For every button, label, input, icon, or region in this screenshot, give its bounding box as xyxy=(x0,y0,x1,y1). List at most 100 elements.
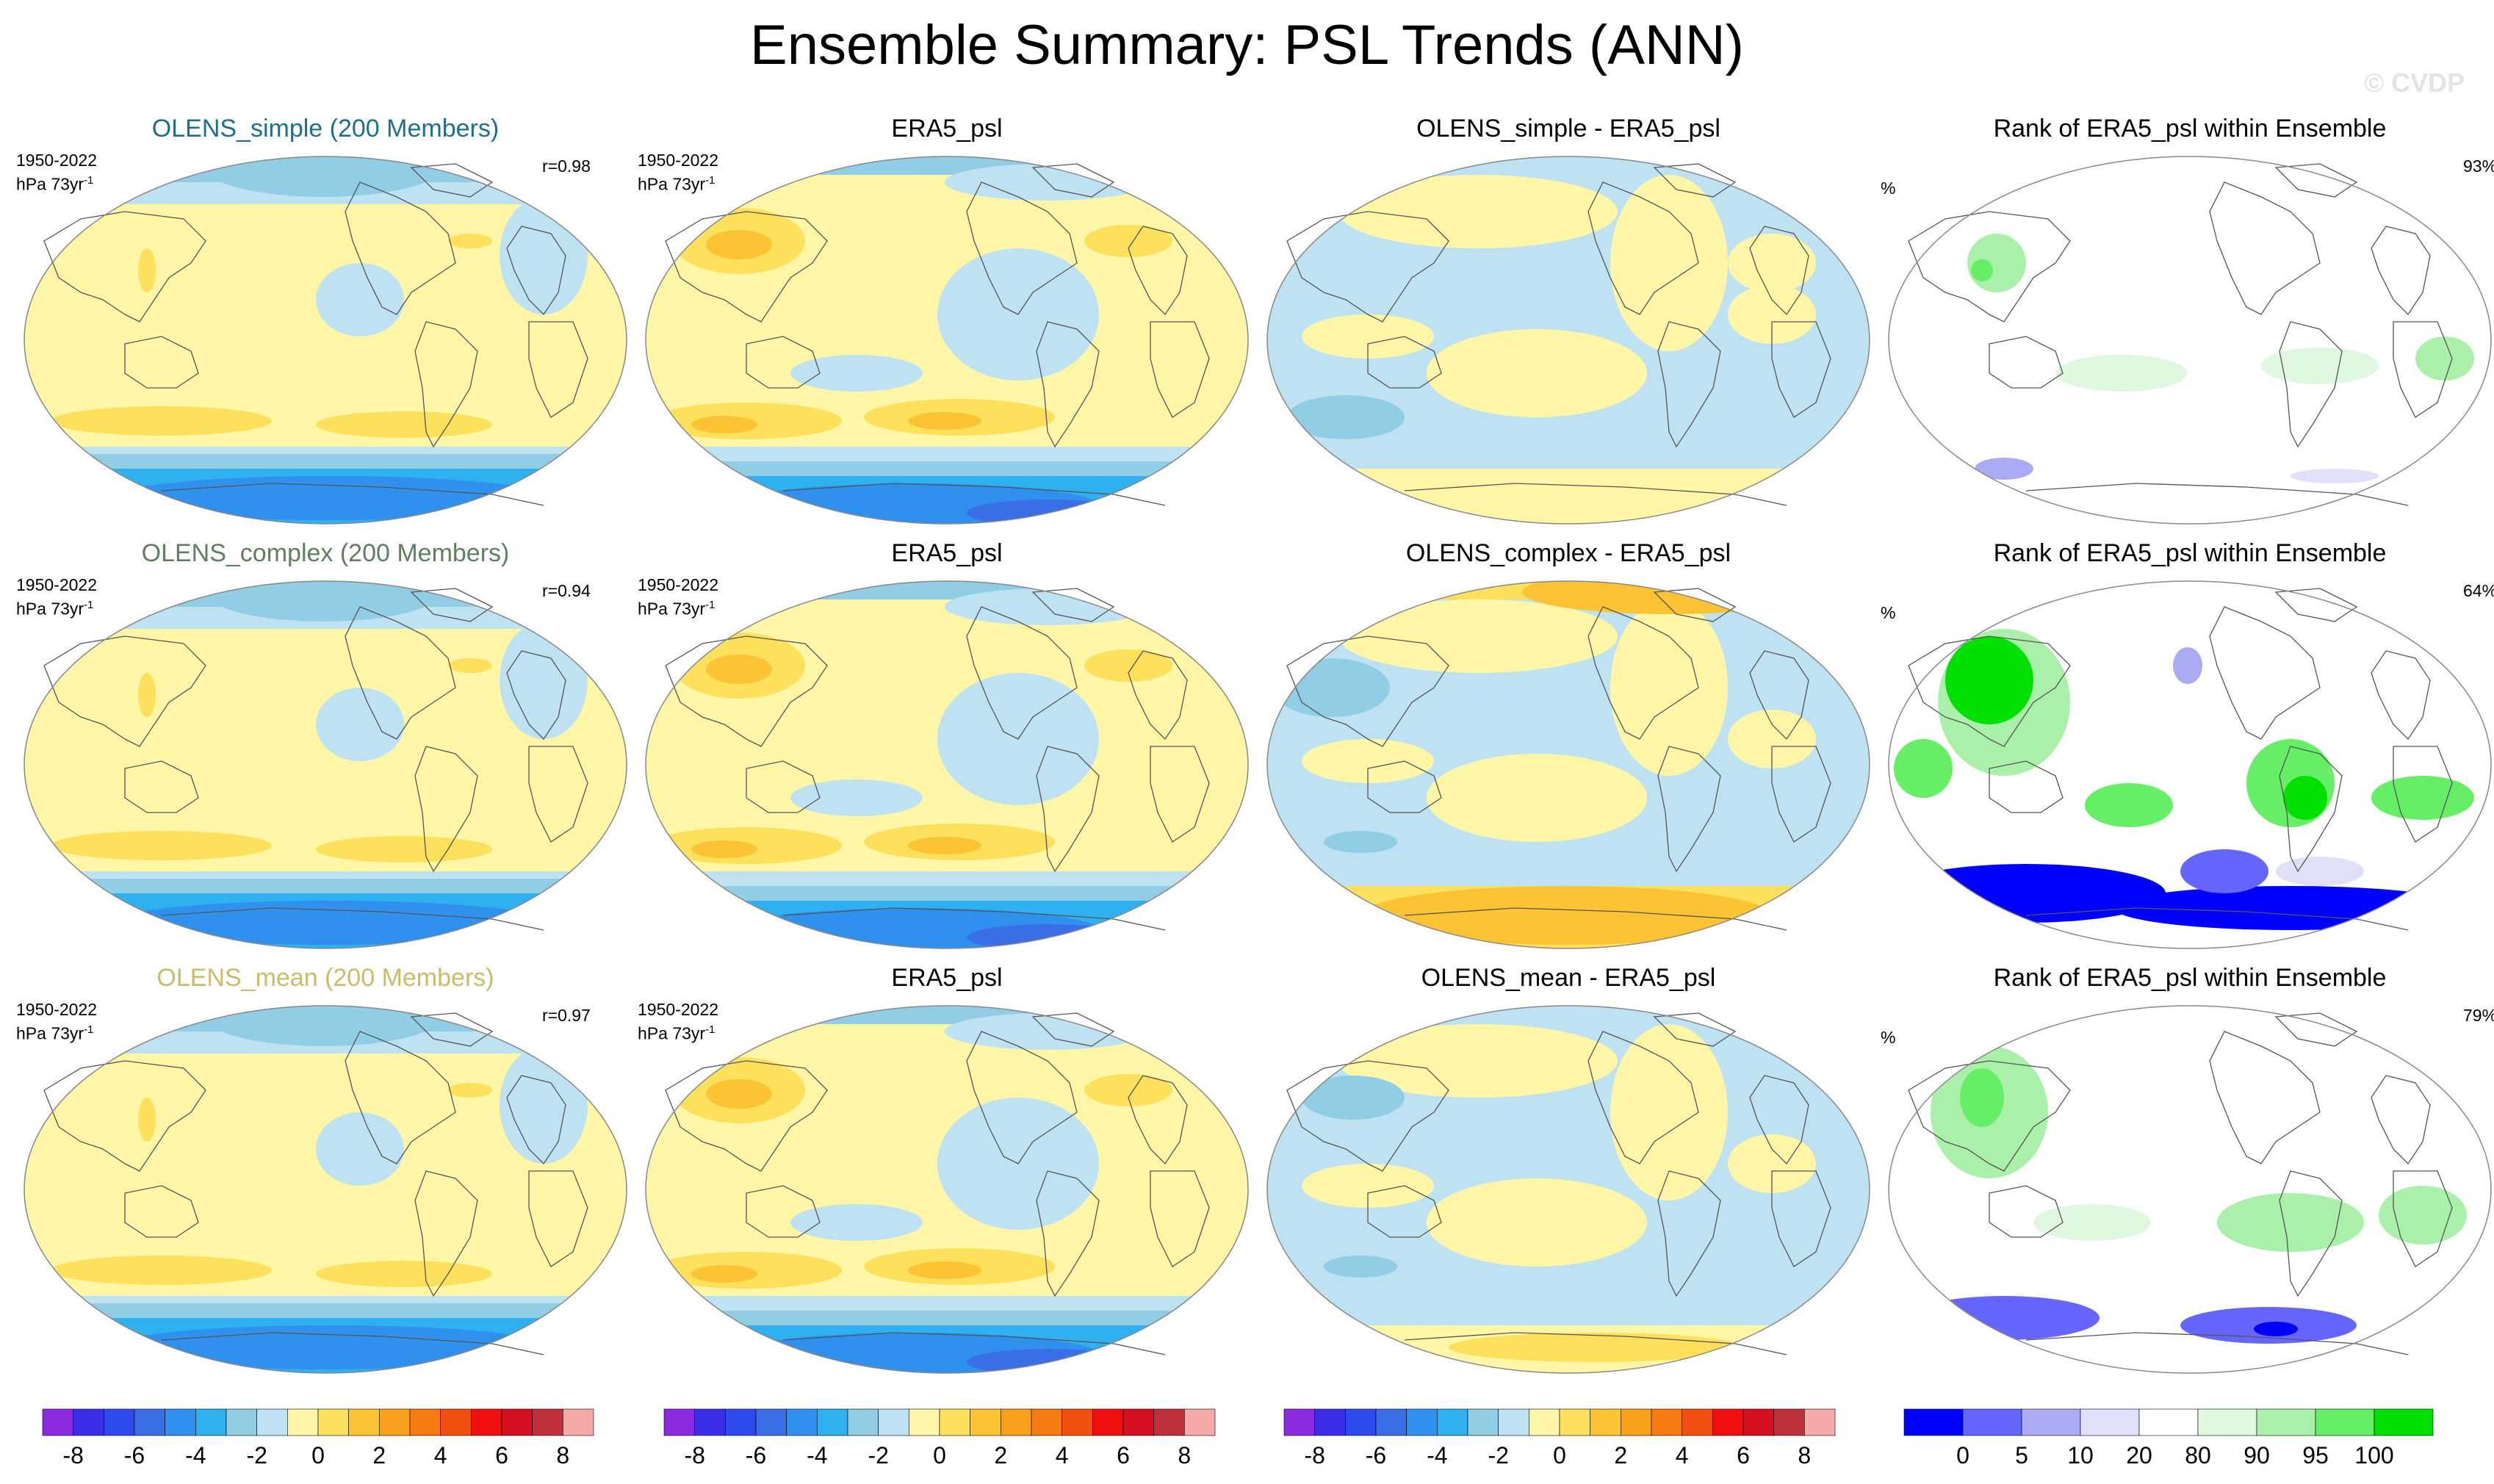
colorbar-swatch xyxy=(1092,1408,1124,1436)
rank-unit-1: % xyxy=(1881,179,1896,198)
colorbar-swatch xyxy=(663,1408,695,1436)
colorbar-swatch xyxy=(1651,1408,1682,1436)
colorbar-swatch xyxy=(1314,1408,1346,1436)
figure-title: Ensemble Summary: PSL Trends (ANN) xyxy=(750,14,1744,76)
colorbar-swatch xyxy=(1467,1408,1499,1436)
units: hPa 73yr xyxy=(16,174,84,194)
colorbar-tick-label: 80 xyxy=(2185,1442,2211,1469)
units: hPa 73yr xyxy=(16,1023,84,1043)
colorbar-tick-label: 8 xyxy=(1178,1442,1191,1469)
panel-title-rank-2: Rank of ERA5_psl within Ensemble xyxy=(1993,539,2387,567)
units: hPa 73yr xyxy=(16,599,84,619)
panel-title-obs-3: ERA5_psl xyxy=(891,964,1003,992)
colorbar-swatch xyxy=(878,1408,909,1436)
rank-percent-2: 64% xyxy=(2463,581,2494,600)
panel-title-diff-2: OLENS_complex - ERA5_psl xyxy=(1405,539,1731,567)
colorbar-swatch xyxy=(532,1408,563,1436)
colorbar-swatch xyxy=(1529,1408,1560,1436)
colorbar-trend-2: -8 -6 -4 -2 0 2 4 6 8 xyxy=(663,1408,1216,1475)
colorbar-swatch xyxy=(1712,1408,1744,1436)
panel-title-rank-3: Rank of ERA5_psl within Ensemble xyxy=(1993,964,2387,992)
colorbar-tick-label: 6 xyxy=(1117,1442,1130,1469)
map-rank-3 xyxy=(1879,1002,2494,1380)
colorbar-swatch xyxy=(1062,1408,1093,1436)
colorbar-swatch xyxy=(1184,1408,1216,1436)
units-sup: -1 xyxy=(84,174,94,187)
colorbar-swatch xyxy=(909,1408,940,1436)
map-diff-2 xyxy=(1258,577,1879,956)
colorbar-swatch xyxy=(694,1408,726,1436)
colorbar-swatch xyxy=(1153,1408,1185,1436)
colorbar-swatch xyxy=(379,1408,411,1436)
period: 1950-2022 xyxy=(16,151,97,170)
colorbar-swatch xyxy=(2138,1408,2199,1436)
colorbar-swatch xyxy=(1375,1408,1407,1436)
period-label-obs-2: 1950-2022 hPa 73yr-1 xyxy=(638,574,718,619)
colorbar-swatch xyxy=(755,1408,787,1436)
colorbar-swatch xyxy=(1437,1408,1468,1436)
colorbar-swatch xyxy=(1001,1408,1032,1436)
colorbar-swatch xyxy=(1498,1408,1529,1436)
correlation-2: r=0.94 xyxy=(542,581,591,600)
colorbar-swatch xyxy=(1406,1408,1438,1436)
colorbar-tick-label: -4 xyxy=(185,1442,206,1469)
map-ens-3 xyxy=(15,1002,636,1380)
colorbar-tick-label: -8 xyxy=(62,1442,83,1469)
colorbar-swatch xyxy=(786,1408,818,1436)
colorbar-tick-label: -8 xyxy=(1304,1442,1325,1469)
colorbar-swatch xyxy=(2256,1408,2316,1436)
map-diff-1 xyxy=(1258,153,1879,531)
colorbar-swatch xyxy=(471,1408,502,1436)
colorbar-tick-label: 8 xyxy=(1798,1442,1811,1469)
colorbar-swatch xyxy=(42,1408,73,1436)
colorbar-swatch xyxy=(104,1408,135,1436)
colorbar-swatch xyxy=(256,1408,288,1436)
units-sup: -1 xyxy=(705,1023,716,1036)
colorbar-tick-label: 6 xyxy=(1737,1442,1750,1469)
map-ens-1 xyxy=(15,153,636,531)
units: hPa 73yr xyxy=(638,1023,706,1043)
colorbar-tick-label: 0 xyxy=(933,1442,946,1469)
map-rank-1 xyxy=(1879,153,2494,531)
colorbar-swatch xyxy=(440,1408,472,1436)
colorbar-tick-label: 0 xyxy=(311,1442,325,1469)
colorbar-tick-label: -6 xyxy=(124,1442,145,1469)
colorbar-tick-label: -2 xyxy=(1488,1442,1508,1469)
colorbar-swatch xyxy=(725,1408,757,1436)
colorbar-rank: 0 5 10 20 80 90 95 100 xyxy=(1903,1408,2434,1475)
cvdp-watermark: © CVDP xyxy=(2364,68,2465,98)
colorbar-swatch xyxy=(2021,1408,2081,1436)
colorbar-swatch xyxy=(970,1408,1001,1436)
colorbar-tick-label: 20 xyxy=(2126,1442,2152,1469)
colorbar-swatch xyxy=(195,1408,227,1436)
period: 1950-2022 xyxy=(16,575,97,594)
colorbar-swatch xyxy=(134,1408,165,1436)
map-rank-2 xyxy=(1879,577,2494,956)
colorbar-tick-label: 100 xyxy=(2354,1442,2393,1469)
panel-title-rank-1: Rank of ERA5_psl within Ensemble xyxy=(1993,115,2387,143)
period: 1950-2022 xyxy=(638,1000,718,1019)
rank-unit-3: % xyxy=(1881,1028,1896,1047)
colorbar-swatch xyxy=(348,1408,380,1436)
panel-title-ens-2: OLENS_complex (200 Members) xyxy=(141,539,510,567)
colorbar-swatch xyxy=(2080,1408,2140,1436)
colorbar-swatch xyxy=(1031,1408,1062,1436)
period-label-ens-2: 1950-2022 hPa 73yr-1 xyxy=(16,574,97,619)
colorbar-trend-3: -8 -6 -4 -2 0 2 4 6 8 xyxy=(1283,1408,1836,1475)
period-label-ens-3: 1950-2022 hPa 73yr-1 xyxy=(16,999,97,1044)
colorbar-swatch xyxy=(1682,1408,1713,1436)
period-label-obs-3: 1950-2022 hPa 73yr-1 xyxy=(638,999,718,1044)
period-label-ens-1: 1950-2022 hPa 73yr-1 xyxy=(16,150,97,195)
map-ens-2 xyxy=(15,577,636,956)
colorbar-swatch xyxy=(1122,1408,1154,1436)
rank-percent-3: 79% xyxy=(2463,1006,2494,1025)
panel-title-diff-1: OLENS_simple - ERA5_psl xyxy=(1416,115,1720,143)
panel-title-ens-1: OLENS_simple (200 Members) xyxy=(151,115,500,143)
colorbar-tick-label: 0 xyxy=(1553,1442,1566,1469)
map-obs-2 xyxy=(636,577,1258,956)
colorbar-swatch xyxy=(939,1408,970,1436)
colorbar-swatch xyxy=(287,1408,319,1436)
units-sup: -1 xyxy=(705,174,716,187)
colorbar-swatch xyxy=(317,1408,349,1436)
colorbar-swatch xyxy=(1559,1408,1590,1436)
